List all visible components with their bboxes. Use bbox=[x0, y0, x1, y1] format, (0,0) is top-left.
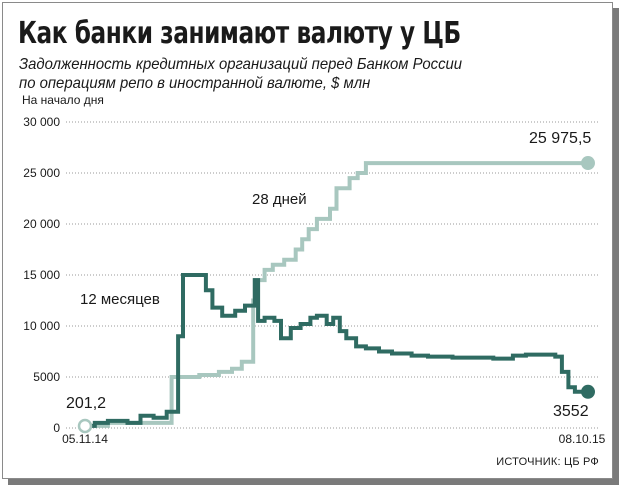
y-tick-label: 0 bbox=[53, 421, 60, 435]
source-note: ИСТОЧНИК: ЦБ РФ bbox=[496, 456, 599, 468]
y-tick-label: 15 000 bbox=[23, 268, 60, 282]
y-tick-label: 25 000 bbox=[23, 166, 60, 180]
series-end-marker-28-days bbox=[581, 156, 595, 171]
chart-subtitle: Задолженность кредитных организаций пере… bbox=[19, 55, 462, 93]
x-tick-label: 08.10.15 bbox=[559, 432, 606, 446]
series-label-28-days: 28 дней bbox=[252, 191, 307, 208]
start-value-label: 201,2 bbox=[66, 395, 106, 412]
subtitle-line: Задолженность кредитных организаций пере… bbox=[19, 56, 463, 73]
x-tick-label: 05.11.14 bbox=[62, 432, 108, 446]
subtitle-line: по операциям репо в иностранной валюте, … bbox=[19, 75, 371, 92]
y-axis-label: На начало дня bbox=[22, 93, 104, 107]
series-start-marker bbox=[77, 418, 93, 434]
y-tick-label: 30 000 bbox=[23, 115, 60, 129]
series-line-12-months bbox=[85, 273, 588, 428]
end-value-label-28-days: 25 975,5 bbox=[529, 130, 591, 147]
y-tick-label: 20 000 bbox=[23, 217, 60, 231]
end-value-label-12-months: 3552 bbox=[553, 403, 589, 420]
series-label-12-months: 12 месяцев bbox=[80, 291, 160, 308]
series-end-marker-12-months bbox=[581, 384, 595, 399]
y-tick-label: 5000 bbox=[33, 370, 60, 384]
y-tick-label: 10 000 bbox=[23, 319, 60, 333]
chart-title: Как банки занимают валюту у ЦБ bbox=[18, 16, 461, 51]
series-line-28-days bbox=[85, 161, 588, 428]
